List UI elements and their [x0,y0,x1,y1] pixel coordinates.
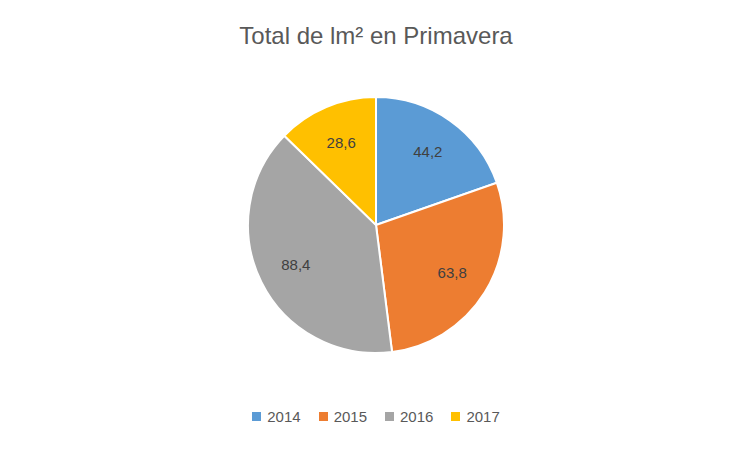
html-text:Total de lm² en Primavera: Total de lm² en Primavera [239,22,513,49]
html-text:2017: 2017 [466,408,500,425]
svg-text:88,4: 88,4 [281,256,310,273]
html-text:2014: 2014 [267,408,301,425]
svg-text:44,2: 44,2 [413,143,442,160]
html-text:2016: 2016 [400,408,434,425]
svg-text:63,8: 63,8 [438,264,467,281]
html-text:2015: 2015 [333,408,367,425]
svg-text:28,6: 28,6 [327,134,356,151]
